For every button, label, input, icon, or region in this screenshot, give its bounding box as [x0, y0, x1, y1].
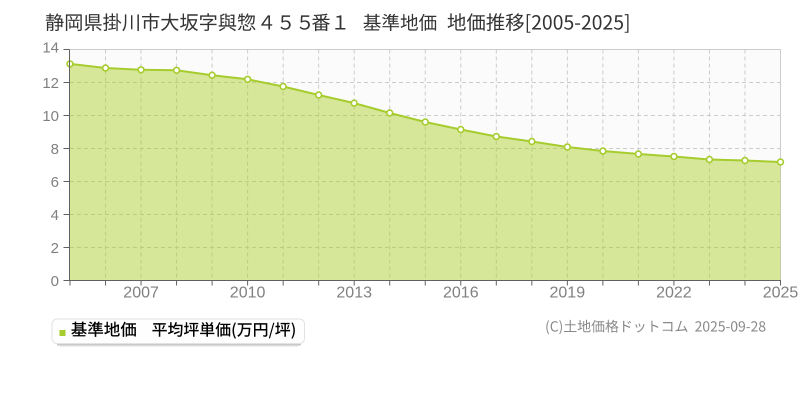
- svg-text:6: 6: [51, 174, 59, 191]
- svg-text:0: 0: [51, 273, 59, 290]
- svg-text:2013: 2013: [336, 285, 372, 302]
- svg-text:2007: 2007: [123, 285, 159, 302]
- svg-text:2010: 2010: [230, 285, 266, 302]
- svg-text:2022: 2022: [656, 285, 692, 302]
- svg-text:4: 4: [51, 207, 59, 224]
- svg-text:2025: 2025: [763, 285, 799, 302]
- svg-text:14: 14: [42, 40, 59, 57]
- svg-text:8: 8: [51, 141, 59, 158]
- svg-text:12: 12: [42, 75, 59, 92]
- svg-text:10: 10: [42, 108, 59, 125]
- svg-text:2016: 2016: [443, 285, 479, 302]
- svg-text:2: 2: [51, 240, 59, 257]
- svg-text:2019: 2019: [550, 285, 586, 302]
